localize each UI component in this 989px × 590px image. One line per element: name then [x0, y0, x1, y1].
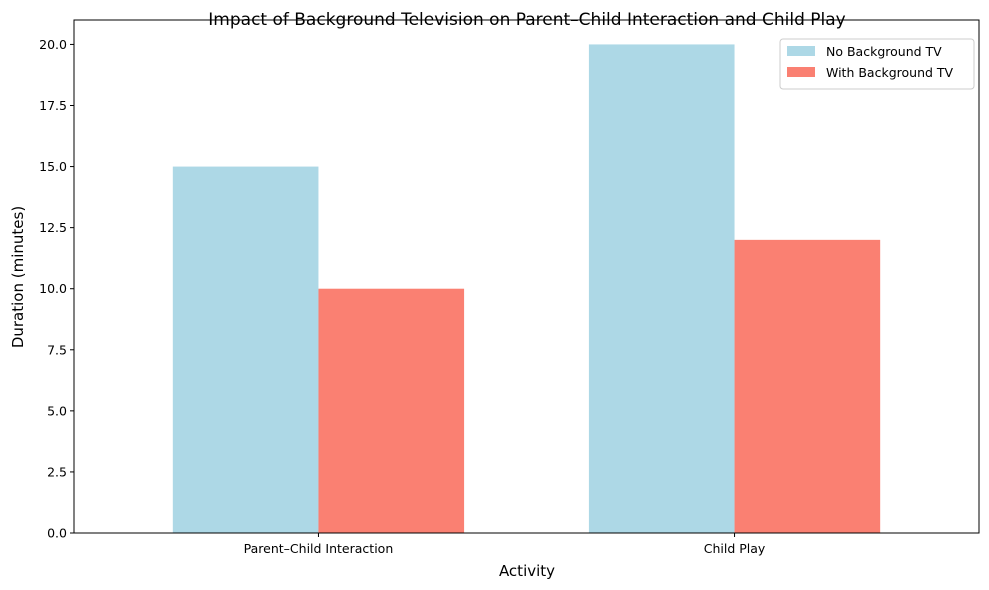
legend-swatch-1: [787, 67, 815, 77]
y-axis: 0.0 2.5 5.0 7.5 10.0 12.5 15.0 17.5 20.0: [39, 37, 74, 541]
y-tick-label: 12.5: [39, 220, 67, 235]
y-tick-label: 2.5: [47, 464, 67, 479]
x-tick-label: Parent–Child Interaction: [244, 541, 394, 556]
legend-swatch-0: [787, 46, 815, 56]
plot-frame: [73, 19, 980, 534]
x-axis: Parent–Child Interaction Child Play: [244, 533, 766, 556]
legend-label-1: With Background TV: [826, 65, 954, 80]
bar-1-1: [734, 239, 881, 533]
y-tick-label: 10.0: [39, 281, 67, 296]
legend-box: [779, 38, 975, 90]
y-tick-label: 17.5: [39, 98, 67, 113]
x-tick-label: Child Play: [704, 541, 766, 556]
plot-area: 0.0 2.5 5.0 7.5 10.0 12.5 15.0 17.5 20.0 Parent–…: [39, 19, 980, 556]
legend: No Background TV With Background TV: [779, 38, 975, 90]
y-tick-label: 0.0: [47, 526, 67, 541]
x-axis-label: Activity: [499, 562, 555, 580]
y-axis-label: Duration (minutes): [9, 206, 27, 348]
y-tick-label: 5.0: [47, 403, 67, 418]
legend-label-0: No Background TV: [826, 44, 942, 59]
bar-1-0: [318, 288, 465, 533]
bar-0-0: [172, 166, 319, 534]
y-tick-label: 20.0: [39, 37, 67, 52]
bars: [172, 44, 881, 534]
y-tick-label: 7.5: [47, 342, 67, 357]
y-tick-label: 15.0: [39, 159, 67, 174]
bar-0-1: [588, 44, 735, 534]
